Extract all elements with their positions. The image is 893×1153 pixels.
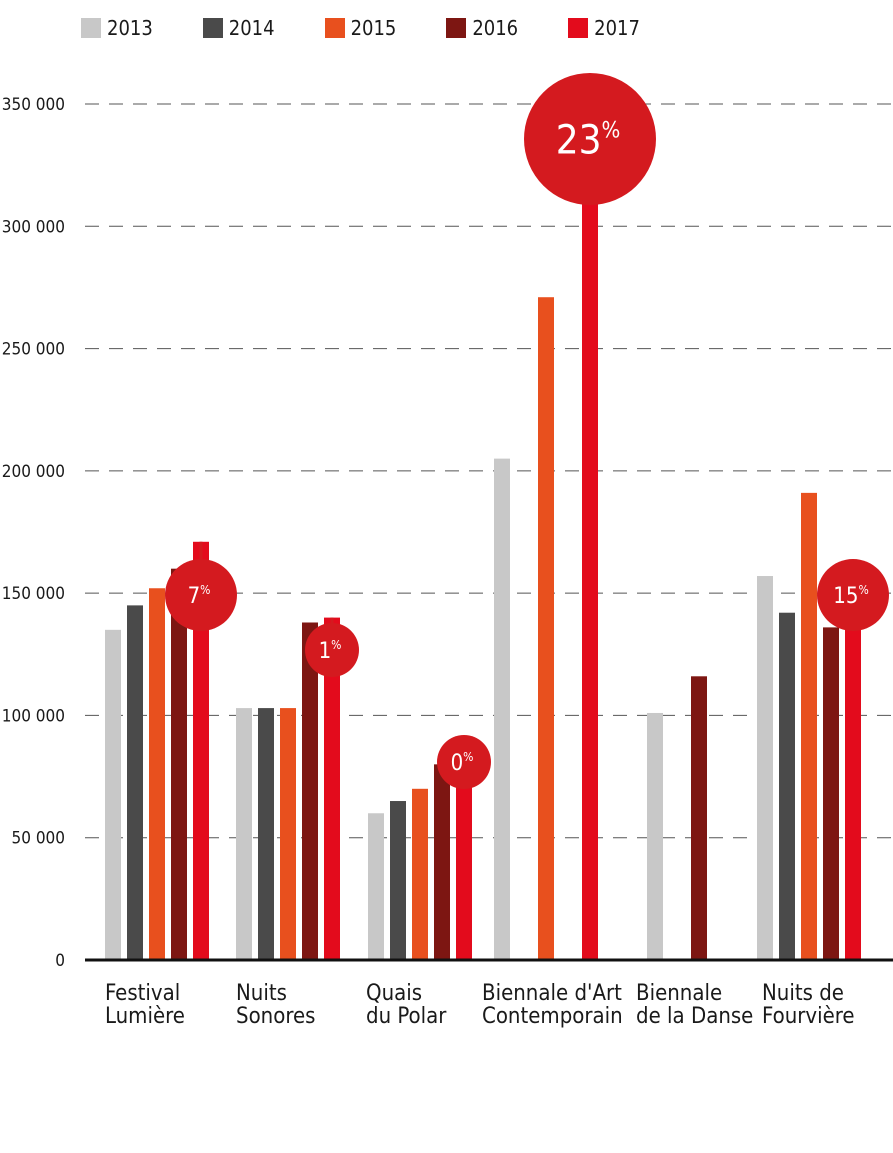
legend-swatch — [324, 18, 345, 38]
category-label: Contemporain — [482, 1004, 623, 1029]
bar-2017 — [582, 145, 598, 960]
legend-label: 2017 — [594, 16, 640, 40]
legend-swatch — [446, 18, 467, 38]
annotation-label: 23% — [556, 117, 621, 163]
annotation-label: 7% — [188, 583, 211, 609]
bar-2016 — [302, 622, 318, 960]
bar-2014 — [390, 801, 406, 960]
category-label: Lumière — [105, 1004, 185, 1029]
bar-2015 — [801, 492, 817, 960]
bar-2015 — [280, 708, 296, 960]
category-label: Biennale — [636, 981, 722, 1006]
legend-item-2016: 2016 — [446, 16, 518, 40]
annotation-label: 15% — [833, 583, 868, 609]
legend-item-2013: 2013 — [81, 16, 153, 40]
bar-2016 — [434, 764, 450, 960]
annotation-bubble — [305, 623, 359, 677]
bar-2014 — [127, 605, 143, 960]
bar-2016 — [171, 568, 187, 960]
annotation-bubble — [165, 559, 237, 631]
legend-swatch — [81, 18, 101, 38]
bar-2017 — [845, 578, 861, 960]
bar-2013 — [368, 813, 384, 960]
category-label: Nuits de — [762, 981, 844, 1006]
legend-label: 2013 — [107, 16, 153, 40]
legend-label: 2014 — [228, 16, 275, 40]
category-label: Nuits — [236, 981, 287, 1006]
y-tick-label: 350 000 — [2, 95, 65, 115]
category-label: Fourvière — [762, 1004, 855, 1029]
bar-2017 — [324, 617, 340, 960]
y-tick-label: 0 — [55, 951, 65, 971]
legend-swatch — [568, 18, 589, 38]
legend-label: 2016 — [472, 16, 519, 40]
bar-2016 — [823, 627, 839, 960]
y-tick-label: 50 000 — [12, 829, 66, 849]
legend-item-2014: 2014 — [202, 16, 275, 40]
annotation-bubble — [817, 559, 889, 631]
legend-swatch — [202, 18, 223, 38]
annotation-bubble — [524, 73, 656, 205]
bar-2015 — [538, 297, 554, 960]
bar-2017 — [193, 541, 209, 960]
bar-2014 — [779, 612, 795, 960]
bar-2013 — [757, 576, 773, 960]
bar-2013 — [647, 712, 663, 960]
annotation-bubble — [437, 735, 491, 789]
y-tick-label: 100 000 — [2, 706, 65, 726]
annotation-label: 0% — [451, 750, 474, 776]
y-tick-label: 200 000 — [2, 462, 65, 482]
chart-legend: 2013 2014 2015 2016 2017 — [81, 16, 640, 40]
y-tick-label: 300 000 — [2, 217, 65, 237]
legend-item-2015: 2015 — [324, 16, 397, 40]
category-label: du Polar — [366, 1004, 447, 1029]
bar-2016 — [691, 676, 707, 960]
bar-2015 — [412, 788, 428, 960]
category-label: Biennale d'Art — [482, 981, 622, 1006]
bar-2015 — [149, 588, 165, 960]
legend-label: 2015 — [350, 16, 397, 40]
y-tick-label: 250 000 — [2, 340, 65, 360]
category-label: Festival — [105, 981, 180, 1006]
bar-2013 — [105, 629, 121, 960]
category-label: de la Danse — [636, 1004, 753, 1029]
category-label: Sonores — [236, 1004, 315, 1029]
bar-2017 — [456, 764, 472, 960]
bar-2013 — [494, 458, 510, 960]
legend-item-2017: 2017 — [568, 16, 640, 40]
bar-2014 — [258, 708, 274, 960]
y-tick-label: 150 000 — [2, 584, 65, 604]
category-label: Quais — [366, 981, 422, 1006]
annotation-label: 1% — [319, 638, 342, 664]
bar-2013 — [236, 708, 252, 960]
